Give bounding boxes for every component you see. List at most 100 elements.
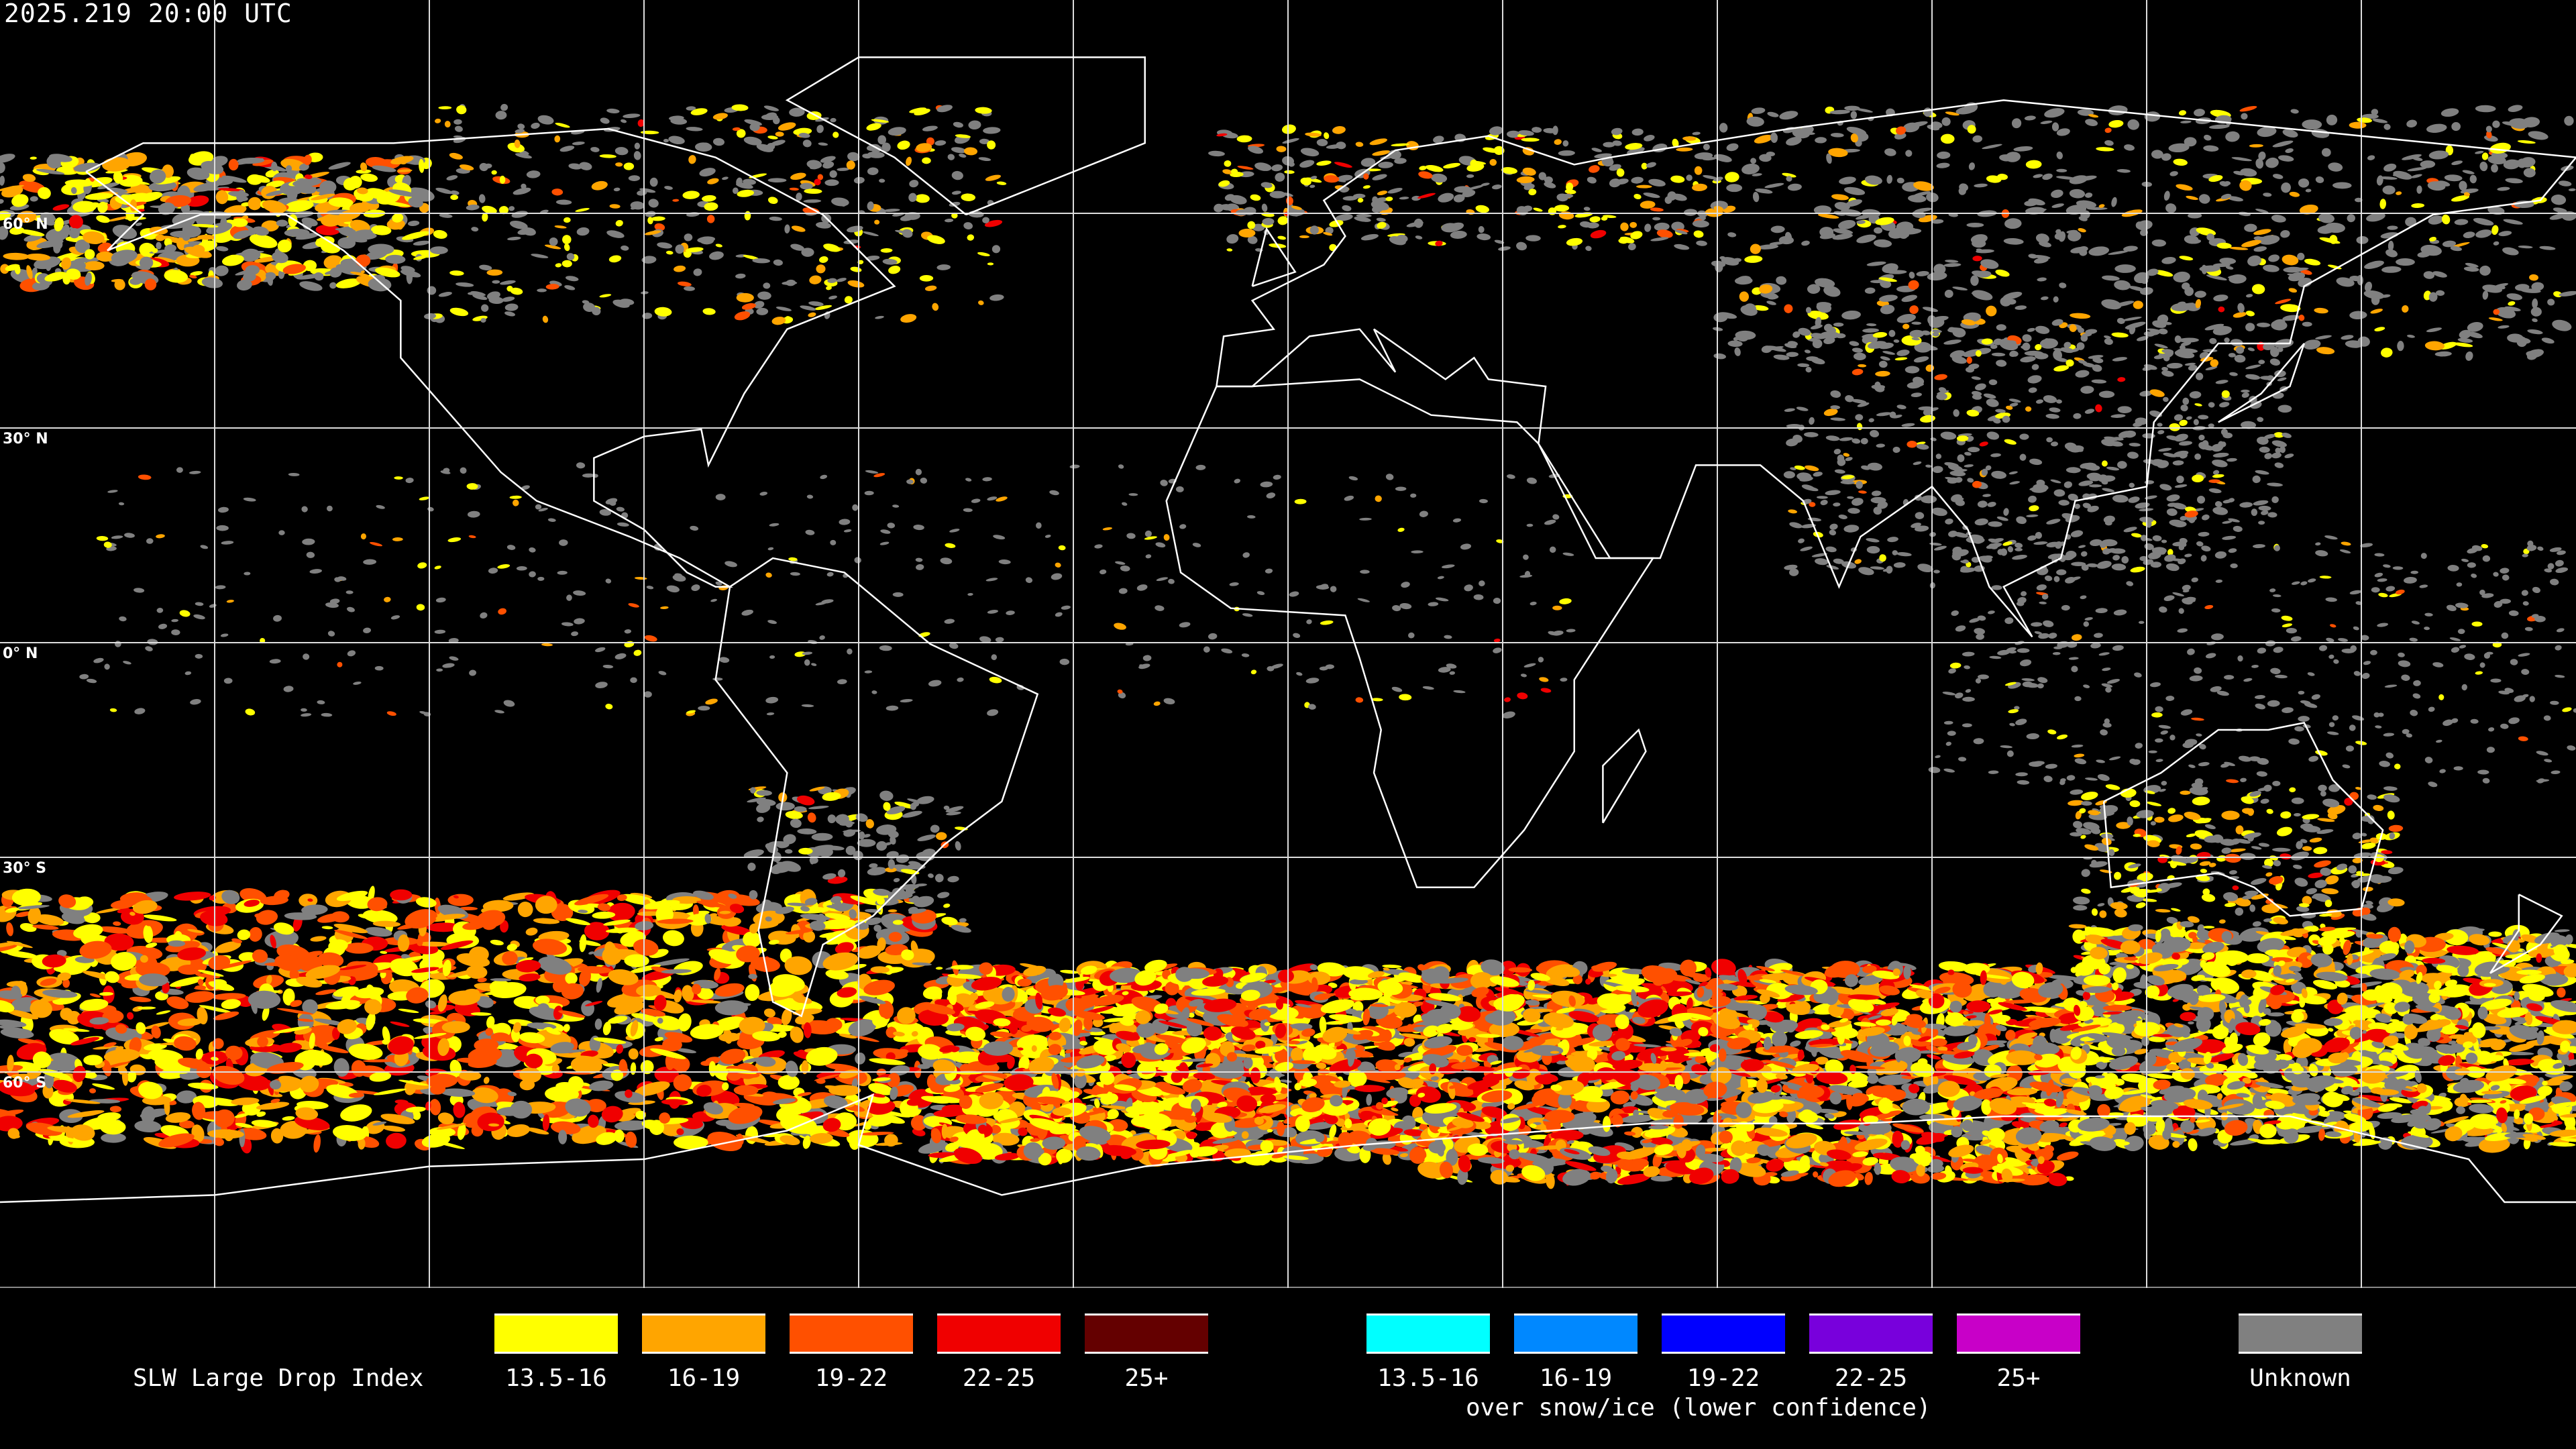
- cloud-pixel: [2445, 174, 2463, 182]
- cloud-pixel: [854, 1052, 866, 1065]
- cloud-pixel: [1996, 516, 2008, 522]
- cloud-pixel: [542, 315, 549, 323]
- cloud-pixel: [996, 496, 1008, 503]
- cloud-pixel: [1254, 161, 1272, 172]
- cloud-pixel: [1887, 536, 1899, 543]
- cloud-pixel: [2332, 715, 2339, 720]
- cloud-pixel: [1982, 143, 2002, 150]
- cloud-pixel: [481, 304, 489, 312]
- cloud-pixel: [908, 179, 919, 189]
- cloud-pixel: [2212, 474, 2224, 478]
- cloud-pixel: [216, 525, 229, 531]
- cloud-pixel: [2469, 174, 2477, 183]
- cloud-pixel: [417, 561, 427, 569]
- cloud-pixel: [1670, 175, 1685, 184]
- cloud-pixel: [1224, 160, 1231, 167]
- cloud-pixel: [2102, 487, 2115, 493]
- cloud-pixel: [1896, 349, 1911, 357]
- cloud-pixel: [2253, 499, 2269, 506]
- cloud-pixel: [1636, 185, 1652, 189]
- cloud-pixel: [2194, 402, 2202, 407]
- cloud-pixel: [1372, 173, 1388, 182]
- cloud-pixel: [1466, 209, 1475, 215]
- cloud-pixel: [2300, 581, 2308, 586]
- cloud-pixel: [1937, 152, 1951, 160]
- cloud-pixel: [453, 119, 462, 125]
- cloud-pixel: [2072, 744, 2084, 748]
- cloud-pixel: [828, 1085, 861, 1096]
- cloud-pixel: [2178, 109, 2186, 116]
- cloud-pixel: [2026, 160, 2042, 169]
- cloud-pixel: [666, 584, 680, 593]
- cloud-pixel: [1847, 496, 1854, 499]
- cloud-pixel: [2056, 175, 2077, 180]
- cloud-pixel: [1843, 186, 1866, 197]
- cloud-pixel: [184, 671, 191, 676]
- cloud-pixel: [1868, 418, 1874, 423]
- cloud-pixel: [2279, 229, 2291, 239]
- cloud-pixel: [808, 301, 824, 307]
- cloud-pixel: [278, 530, 284, 535]
- cloud-pixel: [1521, 674, 1527, 678]
- cloud-pixel: [449, 655, 459, 661]
- cloud-pixel: [1539, 172, 1547, 180]
- cloud-pixel: [561, 260, 572, 267]
- cloud-pixel: [839, 519, 850, 525]
- cloud-pixel: [0, 176, 5, 186]
- cloud-pixel: [1355, 142, 1363, 148]
- cloud-pixel: [804, 659, 810, 666]
- cloud-pixel: [1550, 547, 1556, 553]
- cloud-pixel: [2374, 572, 2383, 578]
- cloud-pixel: [2277, 154, 2294, 162]
- cloud-pixel: [2363, 259, 2385, 270]
- cloud-pixel: [1776, 276, 1787, 285]
- cloud-pixel: [2112, 356, 2127, 362]
- cloud-pixel: [844, 529, 852, 533]
- cloud-pixel: [968, 120, 981, 130]
- cloud-pixel: [2201, 514, 2210, 521]
- cloud-pixel: [2537, 546, 2544, 551]
- cloud-pixel: [908, 193, 918, 203]
- cloud-pixel: [2302, 322, 2312, 327]
- cloud-pixel: [1725, 142, 1739, 152]
- cloud-pixel: [802, 139, 812, 148]
- cloud-pixel: [506, 544, 516, 550]
- cloud-pixel: [434, 629, 445, 634]
- cloud-pixel: [1892, 447, 1900, 453]
- cloud-pixel: [303, 653, 310, 660]
- cloud-pixel: [2112, 645, 2125, 651]
- cloud-pixel: [2281, 432, 2292, 439]
- cloud-pixel: [361, 533, 367, 540]
- cloud-pixel: [1966, 223, 1984, 227]
- cloud-pixel: [1933, 570, 1940, 573]
- cloud-pixel: [1574, 211, 1593, 219]
- cloud-pixel: [1425, 164, 1444, 173]
- cloud-pixel: [2396, 258, 2415, 266]
- cloud-pixel: [2041, 296, 2049, 301]
- cloud-pixel: [2189, 675, 2202, 682]
- cloud-pixel: [517, 566, 527, 571]
- cloud-pixel: [1871, 497, 1886, 504]
- cloud-pixel: [2438, 694, 2445, 701]
- cloud-pixel: [1265, 568, 1273, 574]
- cloud-pixel: [1558, 211, 1574, 220]
- cloud-pixel: [886, 705, 899, 711]
- cloud-pixel: [1770, 241, 1785, 246]
- cloud-pixel: [2505, 177, 2523, 184]
- cloud-pixel: [1880, 356, 1890, 362]
- cloud-pixel: [2055, 151, 2063, 160]
- cloud-pixel: [2212, 452, 2229, 458]
- cloud-pixel: [433, 229, 448, 239]
- cloud-pixel: [690, 584, 700, 592]
- cloud-pixel: [830, 118, 837, 123]
- cloud-pixel: [1242, 612, 1253, 617]
- cloud-pixel: [2381, 266, 2402, 273]
- cloud-pixel: [375, 666, 384, 671]
- cloud-pixel: [283, 686, 294, 693]
- cloud-pixel: [2298, 691, 2305, 695]
- cloud-pixel: [554, 135, 560, 142]
- cloud-pixel: [987, 609, 999, 614]
- cloud-pixel: [693, 268, 703, 276]
- cloud-pixel: [2206, 641, 2216, 646]
- cloud-pixel: [2249, 144, 2263, 148]
